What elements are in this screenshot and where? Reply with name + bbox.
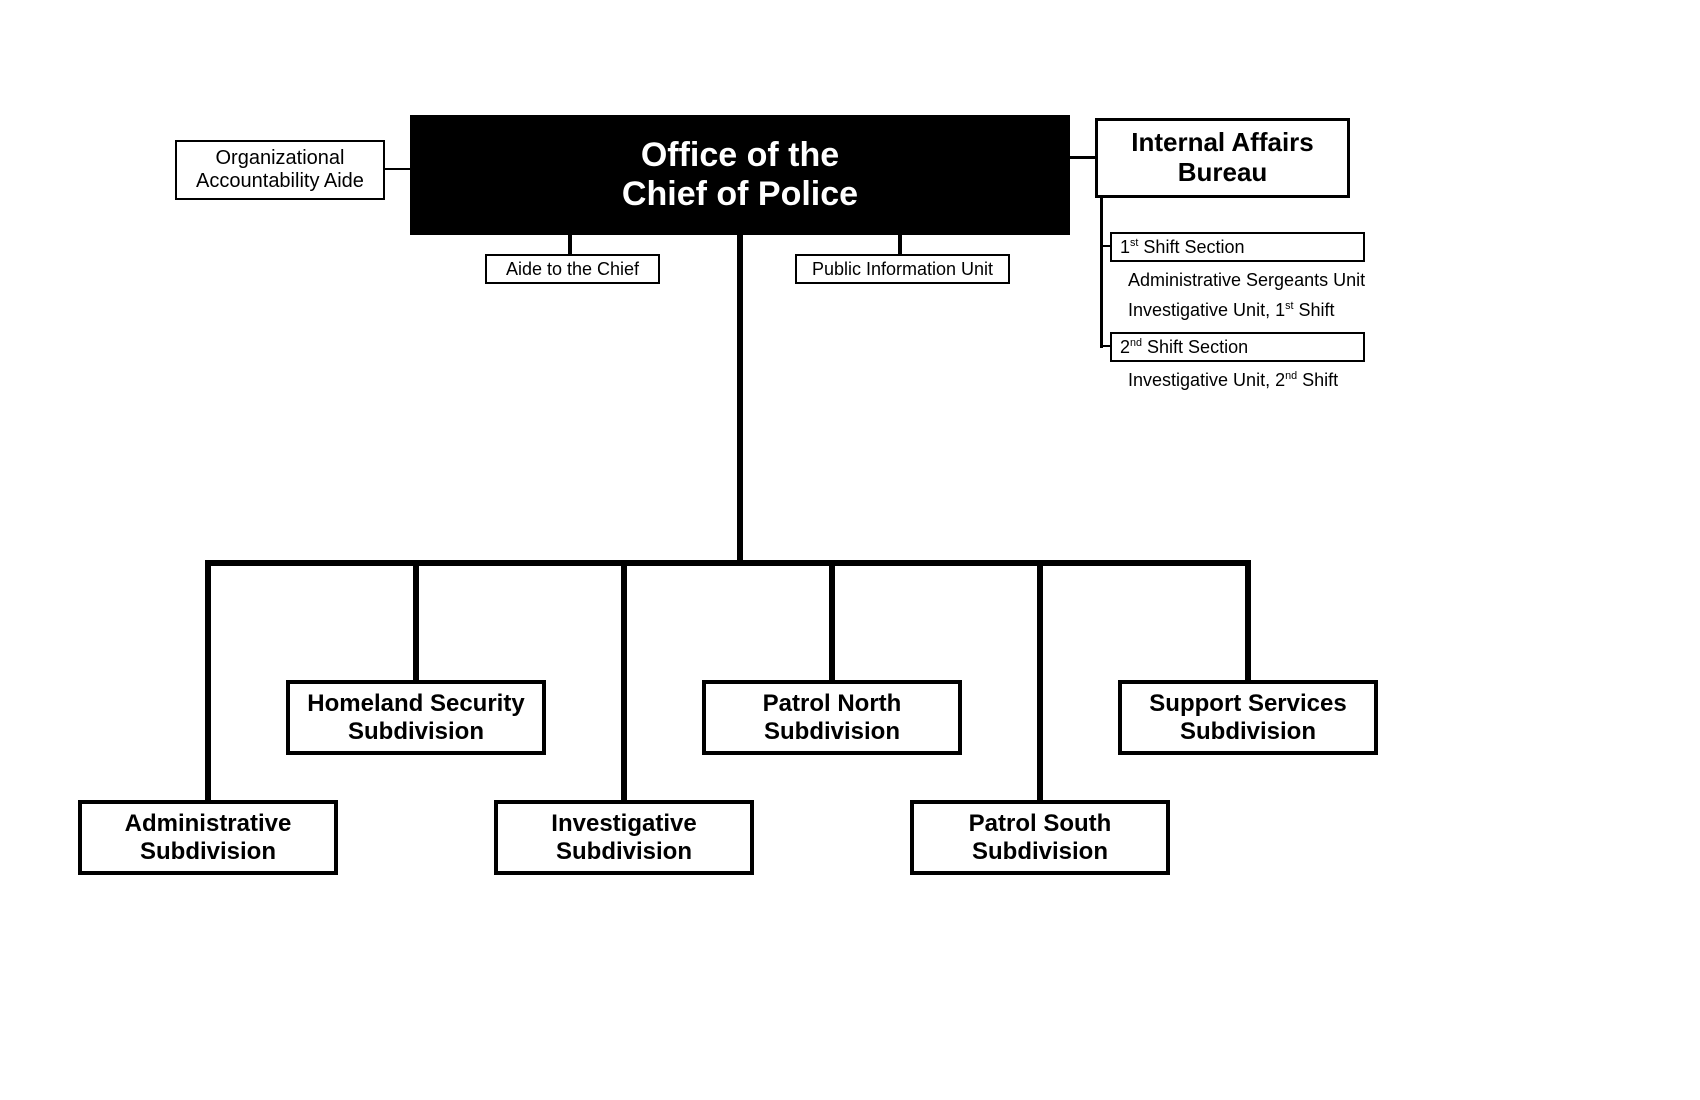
iab-line2: Bureau	[1178, 157, 1268, 187]
shift1-label: 1st Shift Section	[1120, 237, 1244, 258]
link-orgaide-chief	[385, 168, 410, 170]
chief-line1: Office of the	[641, 136, 839, 174]
text-investigative-unit-1st: Investigative Unit, 1st Shift	[1128, 300, 1335, 321]
drop-sub-1	[205, 560, 211, 800]
node-1st-shift-section: 1st Shift Section	[1110, 232, 1365, 262]
org-aide-line1: Organizational	[216, 147, 345, 169]
drop-sub-6	[1245, 560, 1251, 680]
bus-horizontal	[205, 560, 1251, 566]
node-patrol-south-subdivision: Patrol South Subdivision	[910, 800, 1170, 875]
drop-sub-2	[413, 560, 419, 680]
node-public-information-unit: Public Information Unit	[795, 254, 1010, 284]
chief-line2: Chief of Police	[622, 175, 858, 213]
drop-sub-3	[621, 560, 627, 800]
drop-pio	[898, 235, 902, 254]
node-2nd-shift-section: 2nd Shift Section	[1110, 332, 1365, 362]
node-homeland-security-subdivision: Homeland Security Subdivision	[286, 680, 546, 755]
node-chief-of-police: Office of the Chief of Police	[410, 115, 1070, 235]
org-aide-line2: Accountability Aide	[196, 170, 364, 192]
aide-chief-label: Aide to the Chief	[506, 259, 639, 280]
node-investigative-subdivision: Investigative Subdivision	[494, 800, 754, 875]
iab-line1: Internal Affairs	[1131, 127, 1314, 157]
node-org-accountability-aide: Organizational Accountability Aide	[175, 140, 385, 200]
node-internal-affairs-bureau: Internal Affairs Bureau	[1095, 118, 1350, 198]
drop-sub-4	[829, 560, 835, 680]
pio-label: Public Information Unit	[812, 259, 993, 280]
node-aide-to-chief: Aide to the Chief	[485, 254, 660, 284]
node-support-services-subdivision: Support Services Subdivision	[1118, 680, 1378, 755]
trunk-vertical	[737, 235, 743, 565]
link-chief-iab	[1070, 156, 1095, 159]
text-admin-sergeants-unit: Administrative Sergeants Unit	[1128, 270, 1365, 291]
drop-sub-5	[1037, 560, 1043, 800]
org-chart-canvas: Office of the Chief of Police Organizati…	[0, 0, 1700, 1100]
drop-aide-chief	[568, 235, 572, 254]
node-administrative-subdivision: Administrative Subdivision	[78, 800, 338, 875]
text-investigative-unit-2nd: Investigative Unit, 2nd Shift	[1128, 370, 1338, 391]
node-patrol-north-subdivision: Patrol North Subdivision	[702, 680, 962, 755]
shift2-label: 2nd Shift Section	[1120, 337, 1248, 358]
iab-stub-vertical	[1100, 198, 1103, 348]
